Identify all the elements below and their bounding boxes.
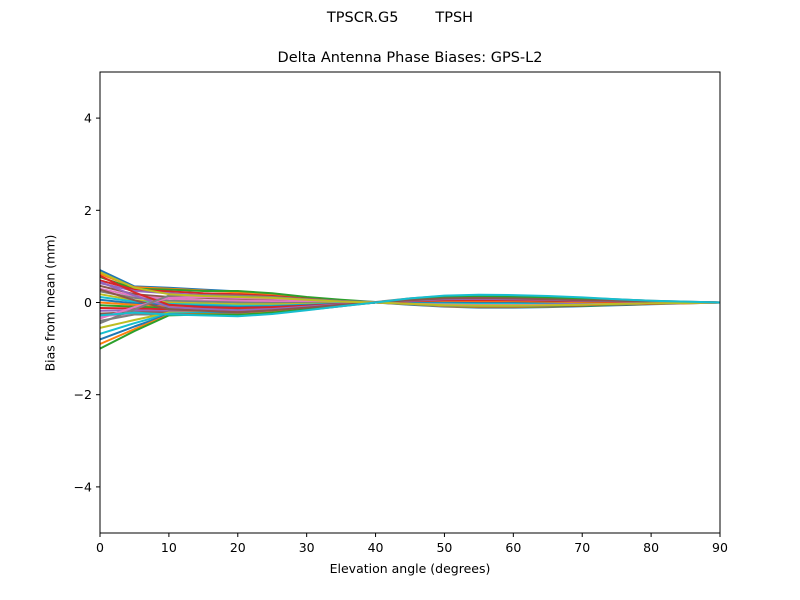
y-tick-label: 0 (84, 295, 92, 310)
series-line (99, 271, 721, 307)
data-series-lines (99, 269, 721, 350)
series-line (99, 293, 721, 318)
y-tick-label: 4 (84, 111, 92, 126)
figure-suptitle: TPSCR.G5 TPSH (326, 10, 474, 26)
x-axis-label: Elevation angle (degrees) (329, 561, 491, 576)
chart-title: Delta Antenna Phase Biases: GPS-L2 (277, 50, 543, 66)
y-tick-label: −2 (74, 387, 92, 402)
y-tick-label: −4 (74, 479, 92, 494)
x-tick-label: 80 (643, 540, 659, 555)
x-tick-label: 40 (368, 540, 384, 555)
x-axis-ticks: 0 10 20 30 40 50 60 70 80 90 (96, 533, 728, 555)
x-tick-label: 30 (299, 540, 315, 555)
x-tick-label: 50 (436, 540, 452, 555)
x-tick-label: 0 (96, 540, 104, 555)
x-tick-label: 90 (712, 540, 728, 555)
x-tick-label: 10 (161, 540, 177, 555)
x-tick-label: 70 (574, 540, 590, 555)
series-line (99, 288, 721, 314)
y-tick-label: 2 (84, 203, 92, 218)
x-tick-label: 20 (230, 540, 246, 555)
x-tick-label: 60 (505, 540, 521, 555)
y-axis-ticks: −4 −2 0 2 4 (74, 111, 100, 494)
